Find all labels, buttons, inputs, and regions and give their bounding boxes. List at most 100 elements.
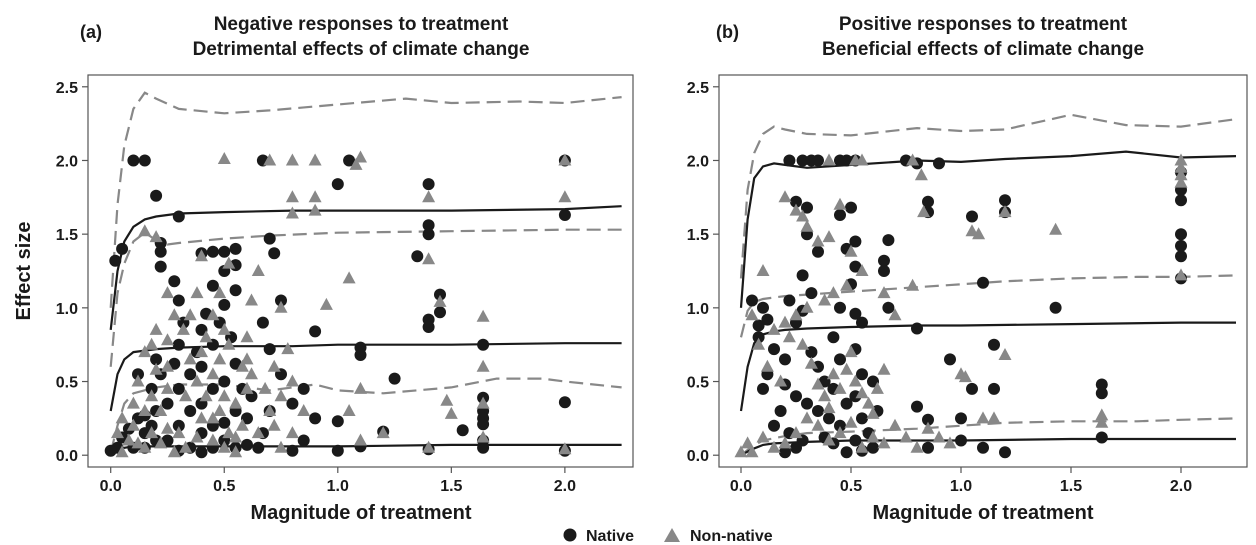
nonnative-point <box>789 203 803 216</box>
native-point <box>150 353 163 366</box>
y-tick-label: 1.0 <box>56 301 78 318</box>
nonnative-point <box>1174 153 1188 166</box>
nonnative-point <box>263 153 277 166</box>
panel-a-letter: (a) <box>80 22 102 42</box>
nonnative-point <box>342 271 356 284</box>
nonnative-point <box>789 426 803 439</box>
nonnative-point <box>213 286 227 299</box>
native-point <box>790 195 802 208</box>
native-point <box>331 415 344 428</box>
native-point <box>1175 194 1187 207</box>
nonnative-point <box>917 205 931 218</box>
native-point <box>477 338 490 351</box>
nonnative-point <box>476 309 490 322</box>
native-point <box>922 195 934 208</box>
y-tick-label: 1.5 <box>687 227 709 244</box>
nonnative-point <box>433 294 447 307</box>
nonnative-point <box>176 322 190 335</box>
nonnative-point <box>756 430 770 443</box>
nonnative-point <box>183 352 197 365</box>
nonnative-point <box>818 389 832 402</box>
x-tick-label: 2.0 <box>554 478 576 495</box>
nonnative-point <box>235 359 249 372</box>
native-point <box>878 254 890 267</box>
nonnative-point <box>422 440 436 453</box>
nonnative-point <box>145 337 159 350</box>
native-point <box>206 279 219 292</box>
nonnative-point <box>149 230 163 243</box>
nonnative-point <box>354 433 367 446</box>
nonnative-point <box>222 426 236 439</box>
nonnative-point <box>1174 168 1188 181</box>
nonnative-point <box>308 190 322 203</box>
native-point <box>256 316 269 329</box>
native-point <box>812 154 824 167</box>
native-point <box>752 319 765 332</box>
x-tick-label: 0.5 <box>213 478 235 495</box>
native-point <box>195 360 208 373</box>
native-point <box>218 416 231 429</box>
native-point <box>218 298 231 311</box>
native-point <box>456 424 469 437</box>
native-point <box>150 189 163 202</box>
native-point <box>955 434 967 447</box>
native-point <box>331 444 344 457</box>
legend-native-marker <box>563 528 577 542</box>
panel-b-points <box>734 153 1188 459</box>
nonnative-point <box>342 404 356 416</box>
nonnative-point <box>285 153 299 166</box>
nonnative-point <box>138 345 152 358</box>
panel-b-letter: (b) <box>716 22 739 42</box>
legend-nonnative-label: Non-native <box>690 528 773 545</box>
nonnative-point <box>258 381 272 394</box>
nonnative-point <box>179 389 193 402</box>
nonnative-point <box>274 389 288 402</box>
native-point <box>343 154 356 167</box>
native-point <box>823 412 835 425</box>
x-tick-label: 1.0 <box>327 478 349 495</box>
nonnative-point <box>213 352 227 365</box>
native-point <box>922 413 934 426</box>
legend: Native Non-native <box>563 528 773 545</box>
native-point <box>812 405 824 417</box>
nonnative-point <box>1095 408 1109 421</box>
native-point <box>172 338 185 351</box>
nonnative-point <box>818 293 832 306</box>
nonnative-point <box>229 445 243 458</box>
nonnative-point <box>161 333 174 346</box>
native-point <box>116 242 129 255</box>
nonnative-point <box>308 203 322 216</box>
nonnative-point <box>811 377 825 390</box>
mean-line <box>109 205 622 331</box>
native-point <box>229 242 242 255</box>
native-point <box>955 412 967 425</box>
nonnative-point <box>833 381 847 394</box>
nonnative-point <box>932 430 946 443</box>
nonnative-point <box>804 356 818 369</box>
panel-b-xlabel: Magnitude of treatment <box>872 502 1093 524</box>
nonnative-point <box>558 153 572 166</box>
nonnative-point <box>115 411 129 424</box>
nonnative-point <box>229 430 243 443</box>
native-point <box>933 157 945 170</box>
nonnative-point <box>161 359 174 372</box>
nonnative-point <box>206 411 220 424</box>
nonnative-point <box>826 367 840 380</box>
panel-a-points <box>104 150 572 459</box>
ci-line <box>739 113 1237 279</box>
native-point <box>388 372 401 385</box>
native-point <box>154 260 167 273</box>
nonnative-point <box>126 418 140 431</box>
native-point <box>218 375 231 388</box>
nonnative-point <box>240 381 254 394</box>
native-point <box>849 307 862 320</box>
nonnative-point <box>778 436 792 449</box>
native-point <box>856 412 868 425</box>
nonnative-point <box>826 286 840 299</box>
nonnative-point <box>741 436 755 449</box>
nonnative-point <box>217 440 231 453</box>
nonnative-point <box>297 404 311 416</box>
nonnative-point <box>131 436 145 449</box>
nonnative-point <box>444 406 458 419</box>
nonnative-point <box>752 337 766 350</box>
